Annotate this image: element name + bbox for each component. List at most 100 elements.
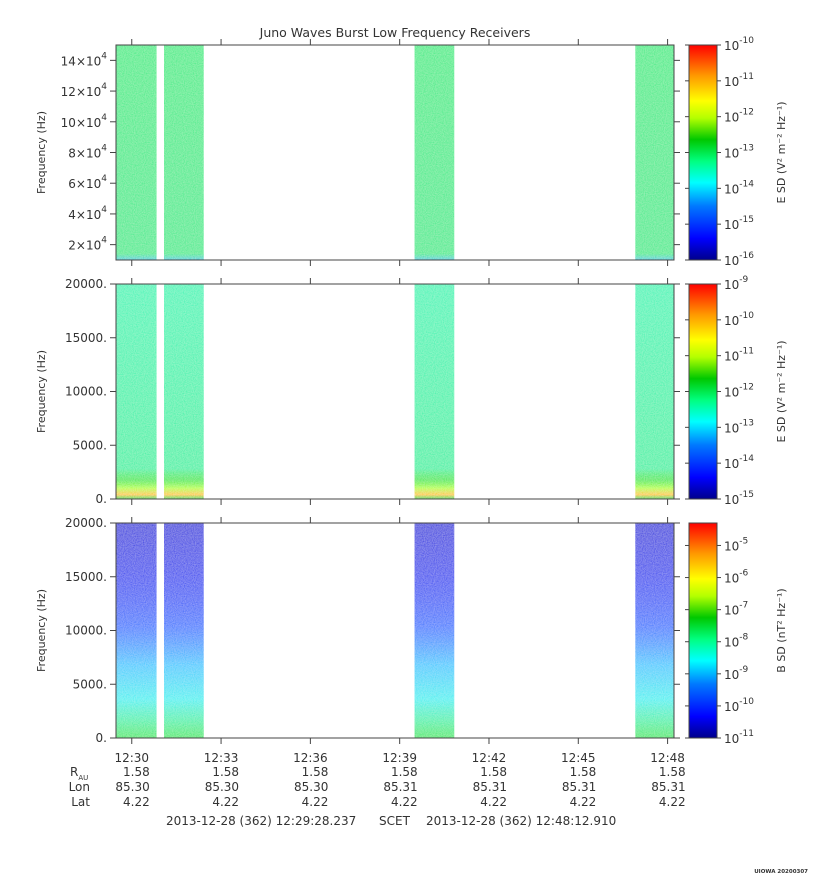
ephemeris-value: 1.58 (212, 765, 239, 779)
colorbar-tick-label: 10-11 (724, 729, 754, 746)
colorbar-1: 10-16 10-15 10-14 10-13 10-12 10-11 10-10 E SD … (685, 36, 788, 268)
colorbar-tick-label: 10-14 (724, 179, 754, 196)
time-range-end: 2013-12-28 (362) 12:48:12.910 (426, 814, 616, 828)
ephemeris-value: 1.58 (659, 765, 686, 779)
y-tick-label: 10000. (65, 385, 107, 399)
colorbar-tick-label: 10-6 (724, 569, 749, 586)
burst-block-2 (164, 45, 204, 260)
colorbar-tick-label: 10-15 (724, 490, 754, 507)
ephemeris-value: 1.58 (302, 765, 329, 779)
ephemeris-value: 4.22 (480, 795, 507, 809)
burst-block-4 (635, 284, 675, 499)
colorbar-tick-label: 10-7 (724, 601, 748, 618)
y-tick-label: 14×104 (61, 51, 108, 68)
x-tick-label: 12:30 (114, 751, 149, 765)
colorbar-tick-label: 10-5 (724, 536, 748, 553)
ephemeris-row-label: Lat (71, 795, 90, 809)
colorbar-tick-label: 10-12 (724, 108, 754, 125)
x-tick-label: 12:45 (561, 751, 596, 765)
burst-block-4 (635, 523, 675, 738)
y-tick-label: 4×104 (68, 205, 107, 222)
footer-stamp: UIOWA 20200307 (754, 869, 808, 875)
y-tick-label: 10×104 (61, 113, 108, 130)
x-tick-label: 12:39 (382, 751, 417, 765)
y-tick-label: 8×104 (68, 144, 107, 161)
y-tick-label: 5000. (73, 677, 107, 691)
colorbar-label: E SD (V² m⁻² Hz⁻¹) (775, 101, 788, 203)
burst-block-1 (115, 45, 157, 260)
colorbar-tick-label: 10-10 (724, 36, 754, 53)
x-tick-label: 12:36 (293, 751, 328, 765)
colorbar-tick-label: 10-12 (724, 383, 754, 400)
colorbar-tick-label: 10-9 (724, 665, 749, 682)
ephemeris-row-label: RAU (70, 765, 88, 782)
panel-3: 12:30 12:33 12:36 12:39 12:42 12:45 12:48 0. 500… (35, 516, 788, 765)
colorbar-tick-label: 10-14 (724, 454, 754, 471)
burst-block-2 (164, 523, 204, 738)
colorbar-gradient (688, 522, 718, 739)
burst-block-4 (635, 45, 675, 260)
ephemeris-value: 85.31 (562, 780, 596, 794)
colorbar-gradient (688, 44, 718, 261)
time-range-start: 2013-12-28 (362) 12:29:28.237 (166, 814, 356, 828)
colorbar-tick-label: 10-13 (724, 418, 754, 435)
colorbar-label: B SD (nT² Hz⁻¹) (775, 588, 788, 672)
y-tick-label: 5000. (73, 438, 107, 452)
chart-title: Juno Waves Burst Low Frequency Receivers (259, 25, 531, 40)
y-tick-label: 15000. (65, 570, 107, 584)
ephemeris-value: 4.22 (570, 795, 597, 809)
y-tick-label: 2×104 (68, 236, 107, 253)
burst-block-3 (414, 523, 455, 738)
burst-block-1 (115, 523, 157, 738)
ephemeris-value: 1.58 (391, 765, 418, 779)
colorbar-tick-label: 10-10 (724, 697, 754, 714)
y-axis-label: Frequency (Hz) (35, 350, 48, 433)
ephemeris-value: 4.22 (391, 795, 418, 809)
ephemeris-value: 85.30 (205, 780, 239, 794)
ephemeris-value: 85.31 (473, 780, 507, 794)
ephemeris-value: 1.58 (570, 765, 597, 779)
ephemeris-value: 85.30 (294, 780, 328, 794)
panel-1: 2×104 4×104 6×104 8×104 10×104 12×104 14×104 Fr… (35, 36, 788, 268)
y-tick-label: 0. (96, 731, 107, 745)
colorbar-gradient (688, 283, 718, 500)
y-tick-label: 20000. (65, 277, 107, 291)
y-tick-label: 10000. (65, 624, 107, 638)
y-axis-label: Frequency (Hz) (35, 589, 48, 672)
y-tick-label: 0. (96, 492, 107, 506)
colorbar-tick-label: 10-15 (724, 215, 754, 232)
ephemeris-value: 85.31 (651, 780, 685, 794)
burst-block-3 (414, 284, 455, 499)
ephemeris-value: 4.22 (302, 795, 329, 809)
colorbar-label: E SD (V² m⁻² Hz⁻¹) (775, 340, 788, 442)
colorbar-tick-label: 10-13 (724, 144, 754, 161)
y-tick-label: 15000. (65, 331, 107, 345)
ephemeris-value: 4.22 (123, 795, 150, 809)
x-tick-label: 12:48 (650, 751, 685, 765)
time-reference-label: SCET (379, 814, 411, 828)
colorbar-tick-label: 10-11 (724, 347, 754, 364)
panel-2: 0. 5000. 10000. 15000. 20000. Frequency (Hz) 1… (35, 275, 788, 507)
y-axis-label: Frequency (Hz) (35, 111, 48, 194)
colorbar-tick-label: 10-10 (724, 311, 754, 328)
burst-block-1 (115, 284, 157, 499)
y-tick-label: 20000. (65, 516, 107, 530)
colorbar-tick-label: 10-11 (724, 72, 754, 89)
ephemeris-value: 85.30 (115, 780, 149, 794)
colorbar-tick-label: 10-9 (724, 275, 749, 292)
y-tick-label: 6×104 (68, 174, 107, 191)
ephemeris-value: 4.22 (659, 795, 686, 809)
ephemeris-row-label: Lon (69, 780, 90, 794)
burst-block-3 (414, 45, 455, 260)
ephemeris-value: 1.58 (480, 765, 507, 779)
colorbar-tick-label: 10-16 (724, 251, 754, 268)
y-tick-label: 12×104 (61, 82, 108, 99)
ephemeris-value: 1.58 (123, 765, 150, 779)
burst-block-2 (164, 284, 204, 499)
colorbar-tick-label: 10-8 (724, 633, 749, 650)
x-tick-label: 12:33 (204, 751, 239, 765)
ephemeris-value: 4.22 (212, 795, 239, 809)
colorbar-2: 10-15 10-14 10-13 10-12 10-11 10-10 10-9 E SD (… (685, 275, 788, 507)
ephemeris-value: 85.31 (383, 780, 417, 794)
